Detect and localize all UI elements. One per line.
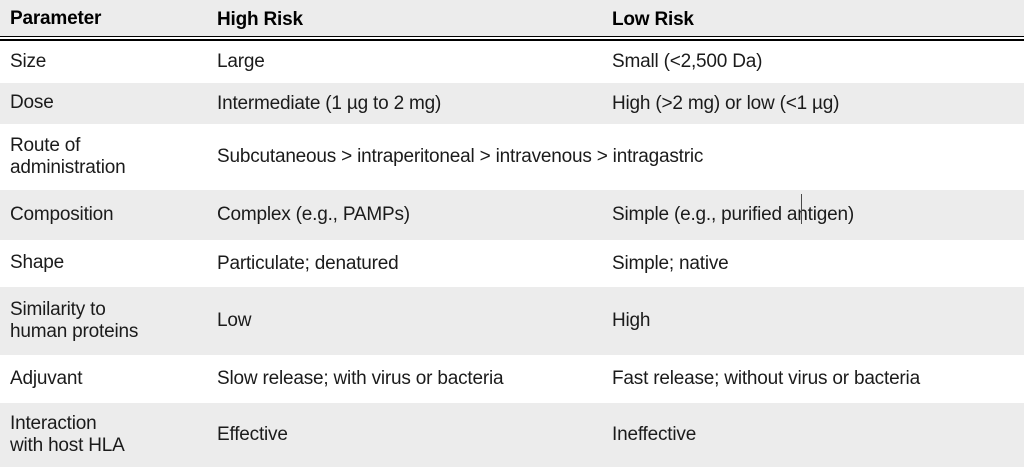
- cell-parameter: Dose: [10, 92, 54, 114]
- table-header-row: Parameter High Risk Low Risk: [0, 0, 1024, 36]
- cell-high-risk: Intermediate (1 µg to 2 mg): [217, 92, 442, 114]
- cell-high-risk: Large: [217, 51, 265, 72]
- cell-parameter: Size: [10, 50, 47, 72]
- text-cursor: [801, 194, 802, 224]
- cell-high-risk: Particulate; denatured: [217, 252, 399, 274]
- header-rule-thick: [0, 39, 1024, 41]
- header-cell-high-risk: High Risk: [217, 8, 303, 30]
- table-row-adjuvant: Adjuvant Slow release; with virus or bac…: [0, 355, 1024, 403]
- cell-low-risk: Small (<2,500 Da): [612, 51, 763, 72]
- table-row-size: Size Large Small (<2,500 Da): [0, 41, 1024, 83]
- cell-high-risk: Complex (e.g., PAMPs): [217, 204, 410, 225]
- header-rule-thin: [0, 36, 1024, 37]
- table-row-shape: Shape Particulate; denatured Simple; nat…: [0, 240, 1024, 287]
- cell-low-risk: Fast release; without virus or bacteria: [612, 368, 920, 389]
- cell-high-risk: Low: [217, 310, 252, 331]
- cell-low-risk: Ineffective: [612, 424, 697, 445]
- table-row-dose: Dose Intermediate (1 µg to 2 mg) High (>…: [0, 83, 1024, 124]
- cell-parameter: Shape: [10, 252, 64, 274]
- cell-parameter: Composition: [10, 203, 114, 225]
- cell-low-risk: Simple (e.g., purified antigen): [612, 204, 854, 225]
- cell-high-risk: Slow release; with virus or bacteria: [217, 368, 504, 389]
- table-row-interaction-hla: Interaction with host HLA Effective Inef…: [0, 403, 1024, 467]
- table-row-composition: Composition Complex (e.g., PAMPs) Simple…: [0, 190, 1024, 240]
- table-row-route-of-administration: Route of administration Subcutaneous > i…: [0, 124, 1024, 190]
- cell-high-risk: Effective: [217, 424, 288, 445]
- cell-low-risk: High: [612, 310, 651, 331]
- table-row-similarity: Similarity to human proteins Low High: [0, 287, 1024, 355]
- cell-spanning-value: Subcutaneous > intraperitoneal > intrave…: [217, 146, 704, 167]
- cell-low-risk: High (>2 mg) or low (<1 µg): [612, 92, 840, 114]
- cell-parameter: Similarity to human proteins: [10, 298, 139, 342]
- cell-parameter: Interaction with host HLA: [10, 412, 125, 456]
- header-rule-gap: [0, 37, 1024, 39]
- cell-low-risk: Simple; native: [612, 252, 729, 274]
- cell-parameter: Route of administration: [10, 134, 126, 178]
- cell-parameter: Adjuvant: [10, 367, 83, 389]
- header-cell-parameter: Parameter: [10, 8, 102, 30]
- header-cell-low-risk: Low Risk: [612, 8, 694, 30]
